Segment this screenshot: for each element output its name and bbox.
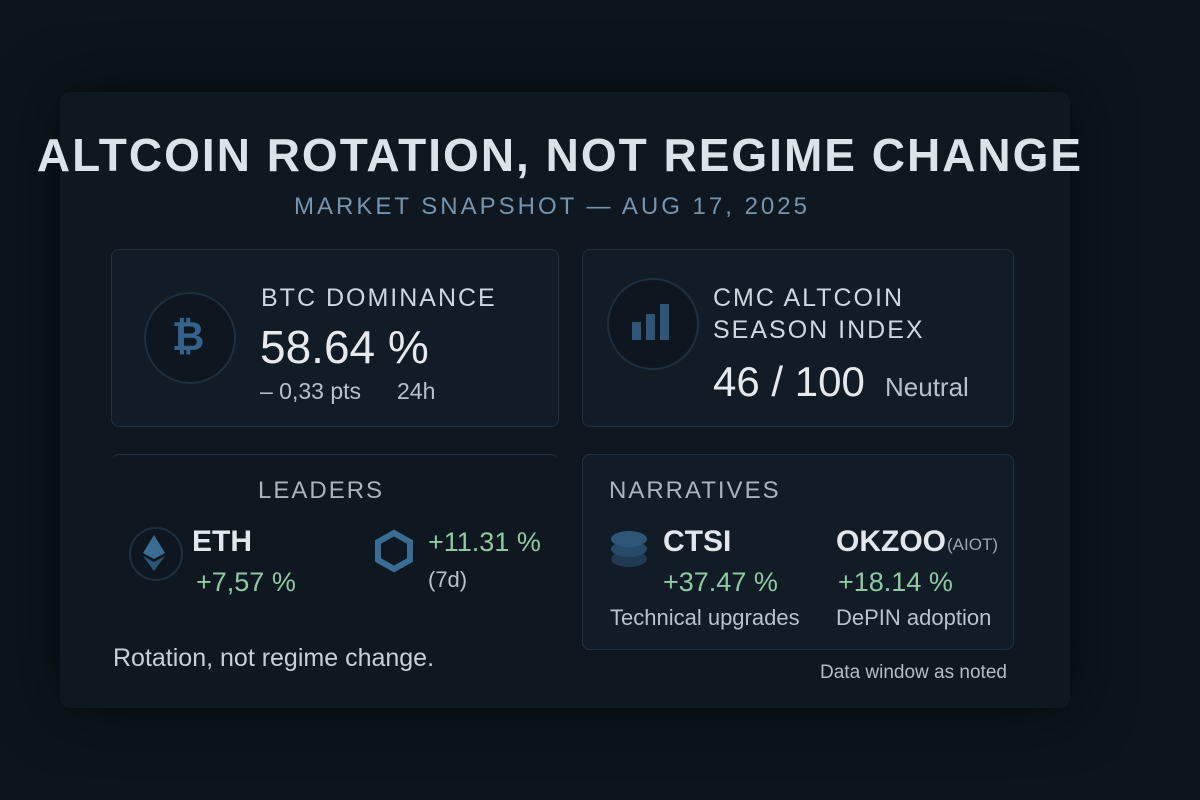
narratives-card: NARRATIVES CTSI +37.47 % Technical upgra… <box>582 454 1014 650</box>
narrative-okzoo-tag: (AIOT) <box>947 535 998 554</box>
ethereum-icon <box>129 527 183 581</box>
altseason-label-line2: SEASON INDEX <box>713 316 925 344</box>
altseason-value: 46 / 100 <box>713 358 865 405</box>
svg-text:₿: ₿ <box>172 314 205 360</box>
btc-dominance-value: 58.64 % <box>260 321 429 373</box>
coin-stack-icon <box>611 531 647 567</box>
page-title: ALTCOIN ROTATION, NOT REGIME CHANGE <box>36 129 1084 181</box>
btc-dominance-card: ₿ BTC DOMINANCE 58.64 % – 0,33 pts 24h <box>111 249 559 427</box>
altseason-label-line1: CMC ALTCOIN <box>713 284 904 312</box>
btc-dominance-window: 24h <box>397 378 436 404</box>
btc-dominance-label: BTC DOMINANCE <box>261 284 497 312</box>
narratives-heading: NARRATIVES <box>609 477 781 504</box>
data-window-note: Data window as noted <box>820 662 1007 683</box>
leader-second-window: (7d) <box>428 567 468 592</box>
leader-second-change: +11.31 % <box>428 527 541 557</box>
bitcoin-icon: ₿ <box>144 292 236 384</box>
narrative-ctsi-symbol: CTSI <box>663 525 732 558</box>
bar-chart-icon <box>607 278 699 370</box>
hexagon-icon <box>375 529 413 573</box>
summary-text: Rotation, not regime change. <box>113 644 435 672</box>
leader-eth-symbol: ETH <box>192 525 252 558</box>
narrative-okzoo-note: DePIN adoption <box>836 605 992 630</box>
page-subtitle: MARKET SNAPSHOT — AUG 17, 2025 <box>294 193 810 220</box>
leaders-section: LEADERS ETH +7,57 % +11.31 % (7d) <box>111 454 559 650</box>
narrative-okzoo-symbol: OKZOO <box>836 525 946 558</box>
narrative-ctsi-change: +37.47 % <box>663 567 778 597</box>
narrative-okzoo-change: +18.14 % <box>838 567 953 597</box>
leaders-heading: LEADERS <box>258 477 385 504</box>
altcoin-season-card: CMC ALTCOIN SEASON INDEX 46 / 100 Neutra… <box>582 249 1014 427</box>
btc-dominance-change: – 0,33 pts <box>260 378 362 404</box>
altseason-status: Neutral <box>885 372 969 402</box>
leader-eth-change: +7,57 % <box>196 567 296 597</box>
narrative-ctsi-note: Technical upgrades <box>610 605 800 630</box>
